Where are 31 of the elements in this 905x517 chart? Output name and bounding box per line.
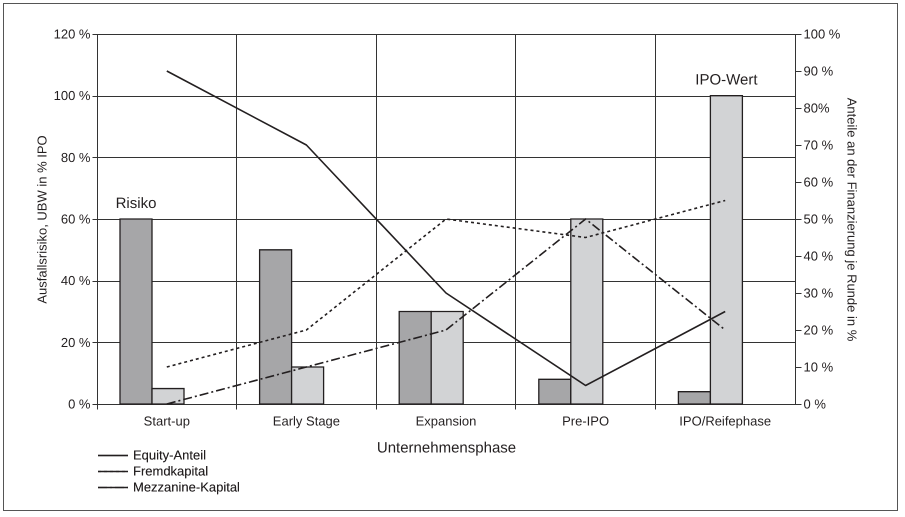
x-tick-label: Early Stage <box>272 414 340 428</box>
y-tick-label: 120 % <box>54 26 91 42</box>
x-tick-label: Pre-IPO <box>562 414 610 428</box>
y-tick-label: 100 % <box>54 88 91 104</box>
y2-tick-label: 90 % <box>804 64 834 78</box>
y2-tick-label: 100 % <box>804 26 841 42</box>
series-label: IPO-Wert <box>695 72 758 89</box>
x-tick-label: IPO/Reifephase <box>679 414 772 428</box>
y2-tick-label: 20 % <box>804 322 834 338</box>
y2-tick-label: 70 % <box>804 138 834 152</box>
legend-label: Fremdkapital <box>133 464 208 478</box>
y2-tick-label: 40 % <box>804 248 834 264</box>
legend-label: Equity-Anteil <box>133 448 206 462</box>
y2-axis-title: Anteile an der Finanzierung je Runde in % <box>844 98 860 342</box>
y2-tick-label: 0 % <box>804 396 826 412</box>
y2-tick-label: 60 % <box>804 174 834 190</box>
y-tick-label: 40 % <box>60 273 91 288</box>
x-tick-label: Expansion <box>416 414 476 428</box>
y2-tick-label: 50 % <box>804 212 834 226</box>
legend-label: Mezzanine-Kapital <box>133 480 240 494</box>
y2-tick-label: 10 % <box>804 360 834 374</box>
y2-tick-label: 80% <box>804 100 830 116</box>
y-tick-label: 20 % <box>60 334 91 350</box>
y-tick-label: 80 % <box>60 150 91 165</box>
x-axis-title: Unternehmensphase <box>376 440 516 456</box>
y-axis-title: Ausfallsrisiko, UBW in % IPO <box>34 135 50 304</box>
y2-tick-label: 30 % <box>804 286 834 300</box>
y-tick-label: 60 % <box>60 212 91 226</box>
y-tick-label: 0 % <box>68 396 91 412</box>
x-tick-label: Start-up <box>144 414 190 428</box>
series-label: Risiko <box>116 195 156 212</box>
